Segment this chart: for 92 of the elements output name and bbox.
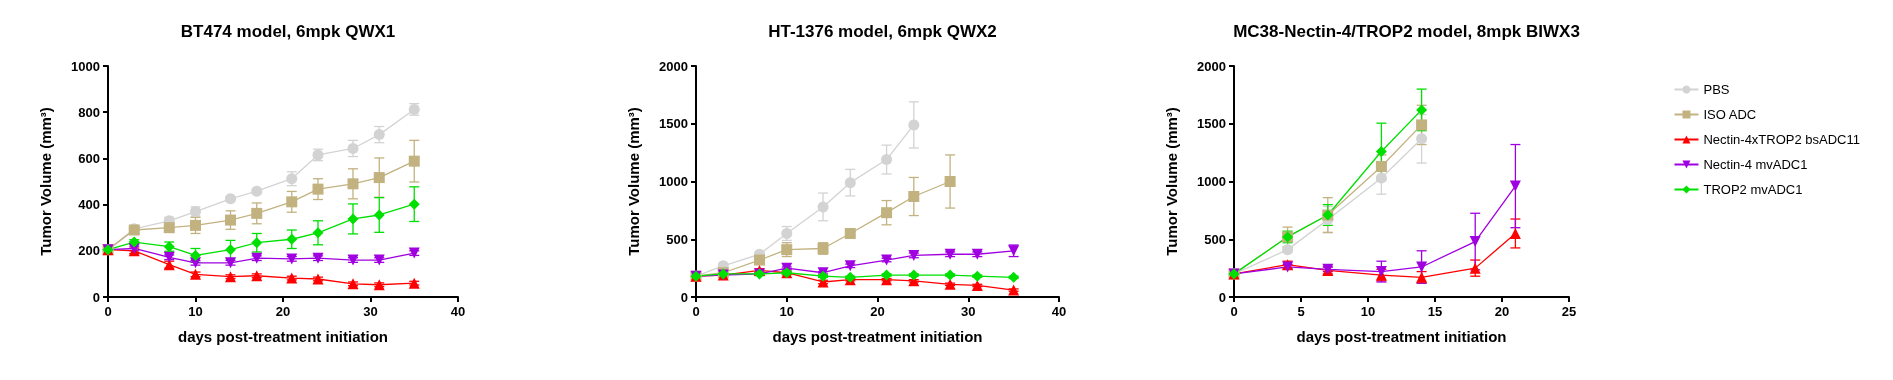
point (1469, 236, 1481, 248)
point (190, 219, 201, 231)
point (881, 154, 893, 166)
point (225, 214, 236, 226)
point (1375, 172, 1387, 184)
point (817, 201, 829, 213)
x-tick-label: 10 (1360, 304, 1376, 319)
chart-title: BT474 model, 6mpk QWX1 (180, 22, 396, 41)
point (251, 237, 263, 249)
x-tick-label: 5 (1297, 304, 1305, 319)
legend-label: Nectin-4xTROP2 bsADC11 (1703, 132, 1861, 147)
point (225, 244, 236, 256)
x-tick-label: 0 (692, 304, 700, 319)
point (347, 178, 359, 190)
x-tick-label: 15 (1427, 304, 1443, 319)
point (1416, 133, 1428, 145)
point (286, 196, 298, 208)
point (408, 155, 420, 167)
point (312, 183, 324, 195)
x-tick-label: 0 (104, 304, 112, 319)
x-tick-label: 0 (1230, 304, 1238, 319)
y-tick-label: 400 (78, 197, 100, 213)
point (225, 271, 236, 283)
point (844, 177, 856, 189)
y-axis-title: Tumor Volume (mm³) (37, 107, 54, 256)
point (908, 269, 920, 281)
x-tick-label: 30 (363, 304, 378, 319)
y-tick-label: 2000 (1197, 58, 1226, 74)
point (1416, 119, 1428, 131)
legend-label: PBS (1703, 82, 1730, 97)
point (944, 176, 956, 187)
y-tick-label: 0 (92, 289, 100, 305)
x-axis-title: days post-treatment initiation (772, 328, 983, 345)
y-tick-label: 1000 (659, 174, 688, 189)
point (312, 227, 324, 239)
x-tick-label: 30 (961, 304, 976, 319)
y-tick-label: 500 (666, 231, 688, 247)
point (347, 213, 359, 225)
y-tick-label: 1000 (71, 58, 100, 74)
y-axis-title: Tumor Volume (mm³) (1163, 107, 1180, 256)
point (373, 209, 385, 221)
y-tick-label: 1500 (659, 116, 688, 132)
y-tick-label: 0 (680, 289, 688, 305)
point (1375, 145, 1387, 157)
y-tick-label: 200 (78, 243, 100, 259)
y-tick-label: 800 (78, 104, 100, 120)
y-tick-label: 600 (78, 150, 100, 166)
chart-title: HT-1376 model, 6mpk QWX2 (768, 22, 997, 41)
point (754, 254, 766, 266)
point (908, 119, 920, 131)
point (373, 172, 385, 184)
x-axis-title: days post-treatment initiation (1296, 328, 1507, 345)
point (1008, 284, 1020, 296)
x-tick-label: 20 (1494, 304, 1510, 319)
point (251, 207, 263, 219)
point (225, 193, 236, 205)
x-tick-label: 25 (1561, 304, 1577, 319)
point (190, 268, 201, 280)
point (163, 222, 175, 234)
x-tick-label: 10 (188, 304, 203, 319)
x-tick-label: 20 (870, 304, 885, 319)
y-tick-label: 0 (1218, 289, 1226, 305)
point (225, 257, 236, 269)
x-tick-label: 40 (1051, 304, 1067, 319)
legend-label: TROP2 mvADC1 (1703, 182, 1803, 197)
point (347, 142, 359, 154)
point (408, 198, 420, 210)
y-tick-label: 2000 (659, 58, 688, 74)
point (1416, 261, 1428, 273)
point (881, 207, 893, 219)
legend-label: Nectin-4 mvADC1 (1703, 157, 1808, 172)
point (373, 129, 385, 141)
point (844, 227, 856, 239)
y-tick-label: 1500 (1197, 116, 1226, 132)
point (1008, 271, 1020, 283)
point (881, 269, 893, 281)
legend-label: ISO ADC (1703, 107, 1757, 122)
x-tick-label: 10 (779, 304, 794, 319)
point (881, 254, 893, 266)
x-tick-label: 20 (275, 304, 291, 319)
point (1375, 160, 1387, 172)
point (908, 191, 920, 203)
chart-title: MC38-Nectin-4/TROP2 model, 8mpk BIWX3 (1233, 22, 1580, 41)
point (286, 233, 298, 245)
point (1416, 104, 1428, 116)
point (1509, 227, 1521, 239)
point (1509, 180, 1521, 192)
y-tick-label: 1000 (1197, 174, 1226, 189)
y-tick-label: 500 (1204, 231, 1226, 247)
y-axis-title: Tumor Volume (mm³) (625, 107, 642, 256)
x-axis-title: days post-treatment initiation (177, 328, 389, 345)
x-tick-label: 40 (450, 304, 466, 319)
